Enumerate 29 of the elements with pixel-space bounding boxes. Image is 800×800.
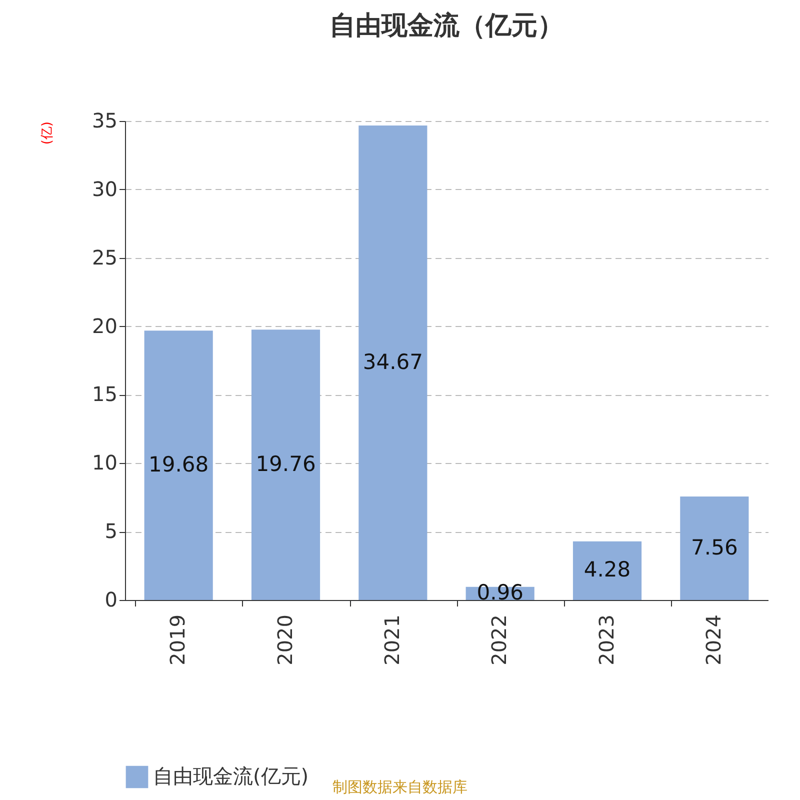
x-tick-label: 2021 (380, 614, 404, 666)
y-tick-label: 30 (92, 176, 118, 201)
x-tick-label: 2019 (166, 614, 190, 666)
y-tick-label: 10 (92, 450, 118, 475)
x-tick-label: 2023 (594, 614, 618, 666)
x-tick-label: 2024 (701, 614, 726, 666)
x-tick-label: 2022 (487, 614, 512, 666)
y-tick-label: 25 (92, 245, 118, 270)
data-label: 34.67 (362, 350, 423, 374)
data-label: 19.68 (148, 452, 209, 476)
data-label: 19.76 (256, 452, 316, 476)
bar (572, 541, 642, 600)
data-label: 7.56 (691, 535, 738, 560)
y-axis-title: (亿) (40, 122, 56, 145)
data-label: 4.28 (584, 558, 631, 582)
y-tick-label: 15 (92, 382, 118, 406)
bar (680, 496, 749, 600)
chart-title: 自由现金流（亿元） (330, 11, 564, 41)
data-label: 0.96 (476, 580, 524, 604)
y-tick-label: 5 (104, 519, 118, 544)
y-tick-label: 20 (92, 314, 118, 338)
y-tick-label: 35 (92, 108, 118, 132)
y-tick-label: 0 (104, 588, 118, 612)
x-tick-label: 2020 (272, 614, 297, 666)
text: 制图数据来自数据库 (332, 778, 468, 796)
bar (358, 126, 428, 600)
legend-label: 自由现金流(亿元) (153, 764, 309, 788)
bar (251, 330, 320, 600)
bar (144, 330, 213, 600)
